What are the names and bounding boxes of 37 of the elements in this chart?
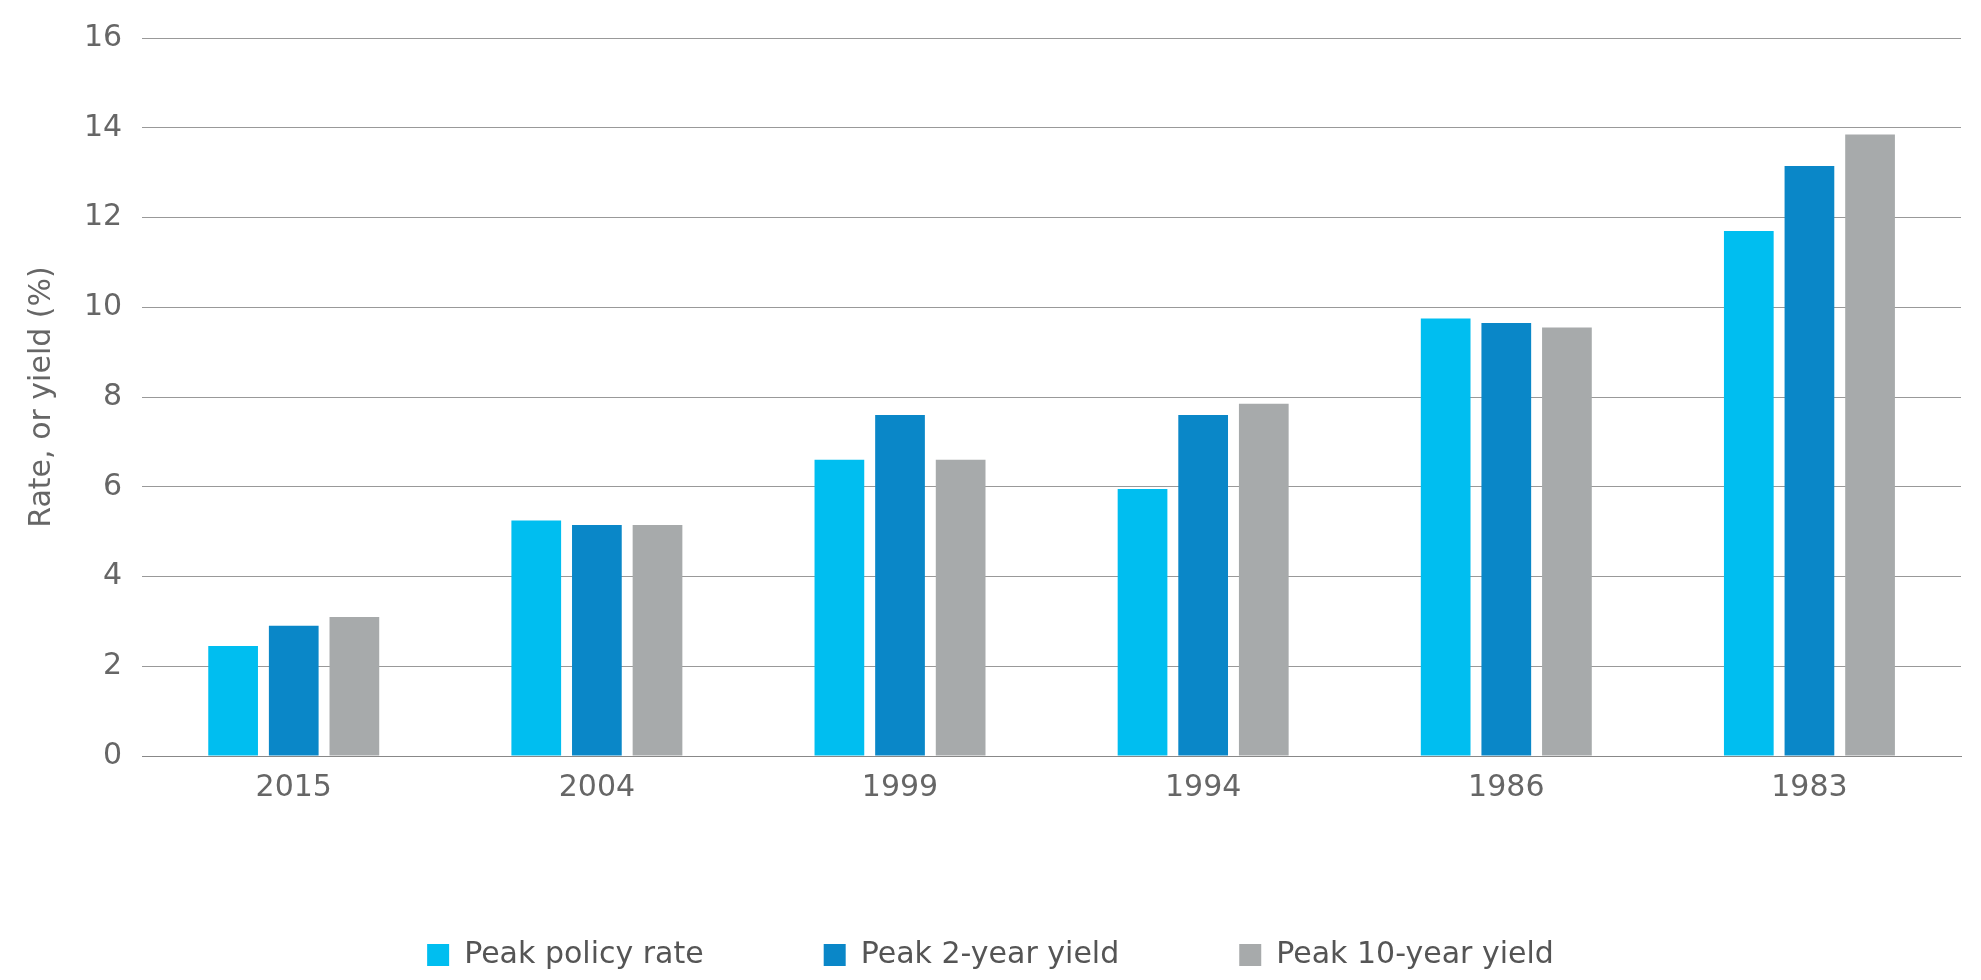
bar [1420,318,1471,756]
y-tick-label: 0 [103,735,123,771]
bar [1117,488,1168,756]
x-tick-label: 1983 [1771,767,1848,803]
bar [1723,230,1774,756]
x-tick-label: 2015 [255,767,332,803]
bar [1178,414,1229,756]
bar [1238,403,1289,756]
bar [632,524,683,756]
legend-label: Peak 10-year yield [1276,934,1554,970]
x-tick-label: 1999 [861,767,939,803]
bar [511,520,562,756]
y-axis-title: Rate, or yield (%) [21,266,57,528]
y-tick-label: 10 [83,287,123,323]
y-tick-label: 16 [83,17,123,53]
legend-label: Peak policy rate [464,934,704,970]
bar [268,625,319,756]
bar [935,459,986,756]
bar [329,616,380,756]
y-tick-label: 12 [83,197,123,233]
bar [875,414,925,756]
y-tick-label: 2 [103,646,123,682]
bar [1542,327,1592,756]
legend-label: Peak 2-year yield [860,934,1120,970]
x-tick-label: 2004 [558,767,636,803]
bar [814,459,865,756]
bar [1845,134,1895,756]
y-tick-label: 14 [83,107,123,143]
y-tick-label: 4 [103,556,123,592]
bar [208,646,258,756]
x-tick-label: 1986 [1468,767,1545,803]
y-tick-label: 8 [103,376,123,412]
bar [1481,322,1532,756]
bar [572,524,622,756]
bar [1784,165,1835,756]
y-tick-label: 6 [103,466,123,502]
x-tick-label: 1994 [1164,767,1242,803]
